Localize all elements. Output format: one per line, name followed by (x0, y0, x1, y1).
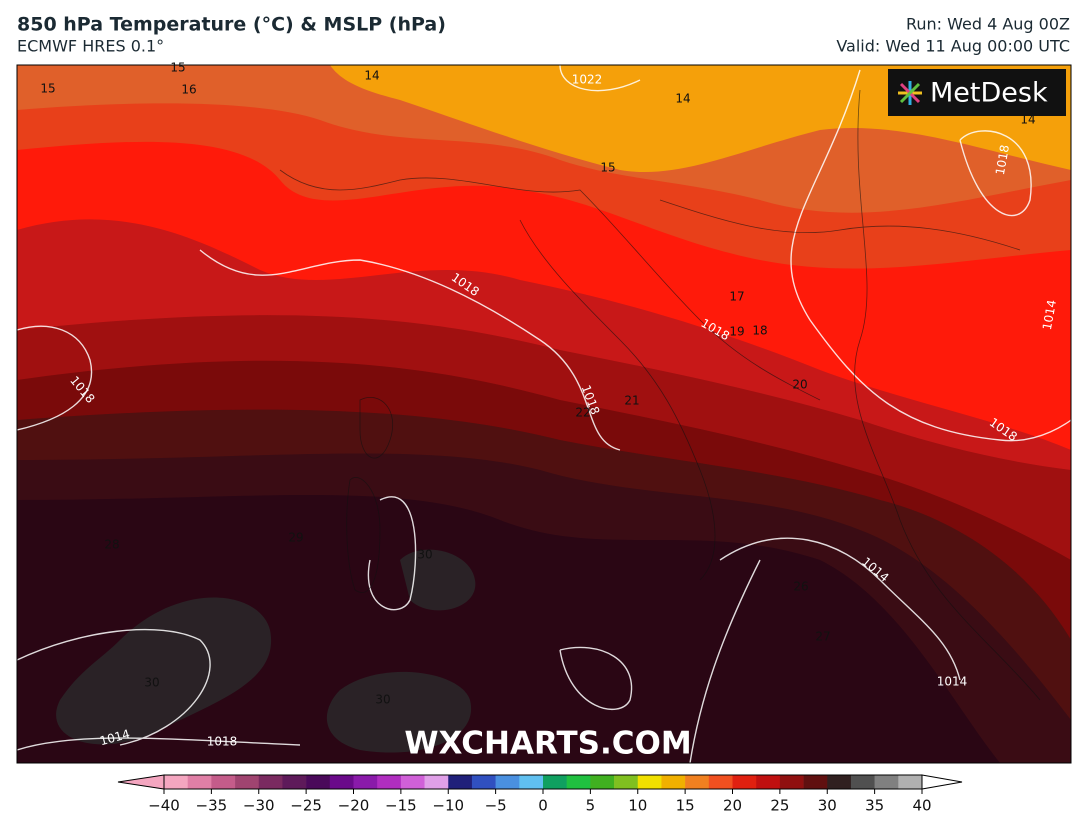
colorbar-tick-label: −20 (338, 797, 370, 815)
logo-icon (898, 81, 922, 105)
colorbar-segment (353, 775, 378, 789)
colorbar-tick-label: 5 (586, 797, 596, 815)
isotherm-label: 22 (575, 406, 590, 420)
colorbar-tick-label: 20 (723, 797, 742, 815)
title: 850 hPa Temperature (°C) & MSLP (hPa) (17, 14, 446, 36)
isotherm-label: 19 (729, 325, 744, 339)
isotherm-label: 29 (288, 531, 303, 545)
isotherm-label: 15 (170, 61, 185, 75)
colorbar-tick-label: 10 (628, 797, 647, 815)
map-blob (400, 549, 476, 611)
isobar-label: 1022 (572, 73, 603, 87)
colorbar-segment (187, 775, 212, 789)
colorbar-tick-label: 25 (770, 797, 789, 815)
isotherm-label: 20 (792, 378, 807, 392)
isotherm-label: 18 (752, 324, 767, 338)
colorbar-segment (898, 775, 923, 789)
colorbar-segment (590, 775, 615, 789)
watermark: WXCHARTS.COM (404, 726, 691, 762)
colorbar: −40 −35 −30 −25 −20 −15 −10 −5 0 5 10 15 20 25 30 35 40 (117, 774, 963, 815)
isotherm-label: 30 (144, 676, 159, 690)
map (17, 65, 1071, 763)
colorbar-segment (235, 775, 260, 789)
colorbar-end (117, 774, 165, 790)
colorbar-segment (637, 775, 662, 789)
colorbar-segment (827, 775, 852, 789)
run-time: Run: Wed 4 Aug 00Z (906, 15, 1070, 34)
isotherm-label: 15 (40, 82, 55, 96)
colorbar-tick-label: 40 (912, 797, 931, 815)
colorbar-segment (874, 775, 899, 789)
colorbar-tick-label: −10 (432, 797, 464, 815)
valid-time: Valid: Wed 11 Aug 00:00 UTC (836, 37, 1070, 56)
isotherm-label: 15 (600, 161, 615, 175)
isotherm-label: 27 (815, 630, 830, 644)
colorbar-segment (779, 775, 804, 789)
isobars (17, 65, 1071, 763)
colorbar-end (921, 774, 963, 790)
isotherm-label: 14 (675, 92, 690, 106)
colorbar-segment (661, 775, 686, 789)
colorbar-segment (543, 775, 567, 789)
colorbar-tick-label: 35 (865, 797, 884, 815)
colorbar-tick-label: 0 (538, 797, 548, 815)
colorbar-tick-label: −15 (385, 797, 417, 815)
colorbar-segment (471, 775, 496, 789)
colorbar-segment (211, 775, 236, 789)
isobar-label: 1018 (993, 144, 1012, 177)
colorbar-segment (708, 775, 733, 789)
colorbar-tick-label: 15 (676, 797, 695, 815)
isotherm-label: 16 (181, 83, 196, 97)
logo-text: MetDesk (930, 78, 1048, 109)
colorbar-tick-label: −5 (485, 797, 507, 815)
colorbar-tick-label: −30 (243, 797, 275, 815)
colorbar-tick-label: −40 (148, 797, 180, 815)
isobar-label: 1014 (1040, 299, 1059, 332)
isotherm-label: 17 (729, 290, 744, 304)
isobar-label: 1018 (207, 735, 238, 749)
map-blob (326, 671, 472, 753)
colorbar-segment (519, 775, 544, 789)
isotherm-label: 30 (417, 548, 432, 562)
colorbar-tick-label: −25 (290, 797, 322, 815)
colorbar-segment (495, 775, 520, 789)
colorbar-segment (685, 775, 710, 789)
map-blob (56, 597, 272, 745)
subtitle: ECMWF HRES 0.1° (17, 37, 164, 56)
isotherm-label: 30 (375, 693, 390, 707)
colorbar-tick-label: 30 (818, 797, 837, 815)
colorbar-segment (258, 775, 283, 789)
colorbar-segment (803, 775, 828, 789)
map-band (330, 65, 1071, 172)
colorbar-segment (614, 775, 639, 789)
coastlines (279, 89, 1041, 701)
colorbar-segment (850, 775, 875, 789)
colorbar-segment (424, 775, 449, 789)
isotherm-label: 21 (624, 394, 639, 408)
isotherm-label: 26 (793, 580, 808, 594)
isotherm-label: 14 (364, 69, 379, 83)
isobar-label: 1014 (937, 675, 968, 689)
colorbar-segment (306, 775, 331, 789)
colorbar-segment (282, 775, 307, 789)
colorbar-segment (448, 775, 473, 789)
isotherm-label: 28 (104, 538, 119, 552)
colorbar-tick-label: −35 (196, 797, 228, 815)
colorbar-segment (756, 775, 781, 789)
colorbar-segment (732, 775, 757, 789)
map-frame (16, 64, 1072, 764)
colorbar-segment (329, 775, 354, 789)
colorbar-segment (377, 775, 402, 789)
colorbar-segment (164, 775, 188, 789)
colorbar-segment (566, 775, 591, 789)
colorbar-segment (400, 775, 425, 789)
